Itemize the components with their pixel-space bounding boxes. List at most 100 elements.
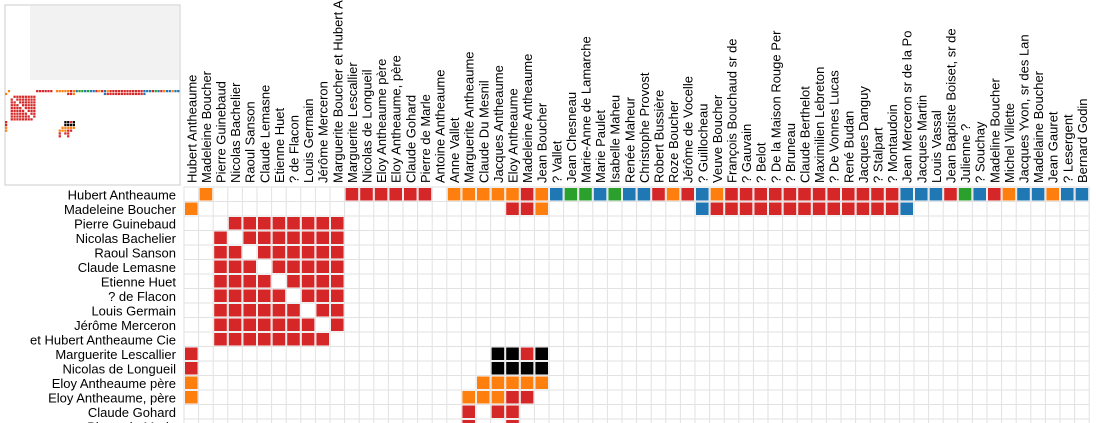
minimap-cell — [171, 90, 174, 93]
minimap-cell — [117, 92, 121, 96]
matrix-cell — [973, 188, 986, 201]
minimap-cell — [27, 115, 30, 118]
minimap-cell — [103, 90, 107, 93]
matrix-cell — [1017, 188, 1030, 201]
matrix-cell — [228, 289, 242, 302]
matrix-cell — [331, 289, 344, 302]
column-label: Marie Paulet — [593, 110, 608, 183]
matrix-cell — [316, 231, 329, 244]
minimap-cell — [67, 132, 70, 135]
minimap-cell — [115, 92, 118, 96]
column-label: ? Montaudoin — [885, 104, 900, 183]
matrix-cell — [228, 304, 242, 317]
minimap-cell — [120, 92, 123, 96]
matrix-cell — [287, 231, 300, 244]
matrix-cell — [272, 260, 286, 273]
matrix-cell — [506, 376, 519, 389]
column-label: ? de Flacon — [287, 115, 302, 183]
row-label: Raoul Sanson — [94, 245, 176, 260]
matrix-cell — [462, 405, 475, 418]
column-label: Madeleine Boucher — [199, 70, 214, 183]
minimap-cell — [13, 95, 16, 98]
minimap-cell — [30, 95, 33, 98]
matrix-cell — [301, 231, 315, 244]
matrix-cell — [900, 188, 913, 201]
matrix-cell — [243, 304, 256, 317]
minimap-cell — [24, 95, 28, 98]
minimap-cell — [10, 98, 13, 101]
minimap-cell — [123, 90, 126, 93]
column-label: Madelaine Boucher — [1031, 70, 1046, 183]
minimap-cell — [129, 90, 132, 93]
matrix-cell — [228, 275, 242, 288]
minimap-cell — [24, 118, 28, 121]
minimap-cell — [5, 129, 8, 132]
minimap-cell — [27, 104, 30, 107]
matrix-cell — [331, 275, 344, 288]
minimap-cell — [140, 92, 143, 96]
matrix-cell — [666, 188, 680, 201]
matrix-cell — [272, 333, 286, 346]
matrix-cell — [710, 188, 724, 201]
column-label: Nicolas de Longueil — [360, 69, 375, 183]
minimap-cell — [30, 112, 33, 115]
minimap-cell — [24, 115, 28, 118]
column-label: Michel Villette — [1002, 103, 1017, 183]
minimap-cell — [47, 90, 50, 93]
column-label: Hubert Antheaume — [184, 75, 199, 183]
matrix-cell — [258, 304, 271, 317]
minimap-cell — [13, 109, 16, 113]
minimap-cell — [27, 118, 30, 121]
column-label: ? De Vonnes Lucas — [827, 70, 842, 183]
minimap-cell — [21, 115, 25, 118]
matrix-cell — [316, 246, 329, 259]
column-label: Jean Baptiste Boiset, sr de — [944, 28, 959, 183]
matrix-cell — [301, 289, 315, 302]
matrix-cell — [462, 188, 475, 201]
minimap-cell — [112, 92, 115, 96]
matrix-cell — [272, 246, 286, 259]
row-label: et Hubert Antheaume Cie — [30, 332, 176, 347]
column-label: Antoine Antheaume — [433, 70, 448, 183]
matrix-cell — [783, 188, 797, 201]
column-label: Jérôme Merceron — [316, 81, 331, 183]
matrix-cell — [842, 202, 855, 215]
column-label: Eloy Antheaume, père — [389, 55, 404, 183]
minimap-cell — [67, 129, 70, 132]
matrix-cell — [535, 202, 548, 215]
matrix-cell — [316, 289, 329, 302]
minimap-cell — [154, 90, 157, 93]
minimap-cell — [30, 101, 33, 104]
minimap-cell — [19, 109, 22, 113]
minimap-cell — [61, 126, 64, 129]
minimap-cell — [137, 90, 140, 93]
row-label: Claude Gohard — [88, 405, 176, 420]
matrix-cell — [754, 188, 767, 201]
minimap[interactable] — [4, 4, 181, 186]
minimap-cell — [67, 90, 70, 93]
matrix-cell — [331, 304, 344, 317]
matrix-cell — [316, 217, 329, 230]
minimap-cell — [10, 104, 13, 107]
minimap-cell — [137, 92, 140, 96]
matrix-cell — [477, 391, 490, 404]
column-label: Marguerite Boucher et Hubert A — [330, 0, 345, 183]
minimap-cell — [30, 109, 33, 113]
matrix-cell — [331, 217, 344, 230]
minimap-cell — [89, 90, 92, 93]
matrix-cell — [331, 231, 344, 244]
matrix-cell — [506, 420, 519, 423]
minimap-cell — [78, 90, 81, 93]
column-label: ? Guillocheau — [695, 104, 710, 184]
row-label: Jérôme Merceron — [74, 318, 176, 333]
matrix-cell — [243, 333, 256, 346]
minimap-cell — [19, 106, 22, 110]
minimap-cell — [10, 101, 13, 104]
minimap-cell — [27, 106, 30, 110]
matrix-cell — [214, 318, 227, 331]
matrix-cell — [754, 202, 767, 215]
matrix-cell — [331, 260, 344, 273]
minimap-cell — [120, 90, 123, 93]
minimap-cell — [44, 90, 47, 93]
minimap-cell — [81, 90, 84, 93]
